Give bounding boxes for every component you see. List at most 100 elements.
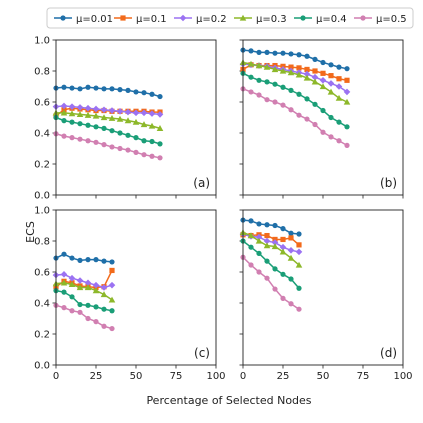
data-point bbox=[156, 125, 164, 131]
series bbox=[53, 114, 163, 147]
data-point bbox=[101, 125, 107, 131]
data-point bbox=[68, 274, 76, 282]
data-point bbox=[69, 294, 75, 300]
y-tick-label: 0.2 bbox=[34, 160, 50, 171]
data-point bbox=[280, 295, 286, 301]
data-point bbox=[320, 70, 326, 76]
data-point bbox=[101, 142, 107, 148]
data-point bbox=[280, 50, 286, 56]
data-point bbox=[328, 134, 334, 140]
data-point bbox=[343, 98, 351, 105]
panel-frame bbox=[242, 39, 404, 196]
y-tick-label: 0.4 bbox=[34, 129, 50, 140]
data-point bbox=[312, 121, 318, 128]
y-tick-label: 0.0 bbox=[34, 191, 50, 202]
data-point bbox=[336, 119, 342, 125]
data-point bbox=[101, 306, 107, 312]
data-point bbox=[84, 279, 92, 287]
data-point bbox=[133, 135, 139, 141]
legend-marker bbox=[360, 15, 366, 21]
data-point bbox=[280, 102, 286, 108]
legend-label: μ=0.1 bbox=[136, 14, 167, 25]
data-point bbox=[263, 237, 271, 245]
data-point bbox=[287, 254, 295, 261]
data-point bbox=[296, 306, 302, 312]
data-point bbox=[61, 133, 67, 139]
data-point bbox=[60, 279, 68, 286]
panel-label: (a) bbox=[193, 176, 210, 190]
data-point bbox=[343, 88, 351, 96]
data-point bbox=[141, 138, 147, 144]
data-point bbox=[328, 73, 334, 79]
data-point bbox=[312, 56, 318, 62]
x-tick-label: 25 bbox=[277, 371, 290, 382]
data-point bbox=[109, 144, 115, 150]
data-point bbox=[279, 248, 287, 255]
data-point bbox=[288, 235, 294, 241]
data-point bbox=[264, 275, 270, 281]
data-point bbox=[272, 286, 278, 292]
data-point bbox=[271, 239, 279, 246]
data-point bbox=[61, 84, 67, 90]
data-point bbox=[109, 325, 115, 332]
data-point bbox=[256, 49, 262, 56]
panel-frame bbox=[242, 209, 404, 366]
series bbox=[240, 217, 302, 237]
series bbox=[240, 238, 302, 291]
data-point bbox=[93, 139, 99, 145]
data-point bbox=[344, 66, 350, 72]
data-point bbox=[312, 101, 318, 107]
data-point bbox=[124, 117, 132, 124]
data-point bbox=[311, 78, 319, 85]
data-point bbox=[76, 284, 84, 291]
data-point bbox=[256, 77, 262, 83]
data-point bbox=[304, 96, 310, 102]
data-point bbox=[279, 67, 287, 74]
data-point bbox=[77, 121, 83, 127]
panel-label: (d) bbox=[380, 346, 397, 360]
data-point bbox=[327, 88, 335, 95]
data-point bbox=[133, 89, 139, 95]
x-tick-label: 0 bbox=[53, 371, 59, 382]
data-point bbox=[320, 107, 326, 114]
data-point bbox=[327, 80, 335, 87]
series bbox=[52, 271, 116, 291]
data-point bbox=[264, 97, 270, 103]
data-point bbox=[255, 62, 263, 69]
data-point bbox=[256, 221, 262, 227]
data-point bbox=[288, 87, 294, 93]
data-point bbox=[296, 285, 302, 291]
data-point bbox=[303, 70, 311, 78]
data-point bbox=[84, 284, 92, 291]
series bbox=[240, 86, 350, 148]
data-point bbox=[328, 62, 334, 68]
data-point bbox=[76, 104, 84, 111]
data-point bbox=[61, 305, 67, 311]
panels: 0.0 0.2 0.4 0.6 0.8 1.0 (a) (b) 0 25 50 75 100 0.0 0.2… bbox=[34, 36, 412, 383]
data-point bbox=[68, 281, 76, 288]
data-point bbox=[263, 242, 271, 249]
data-point bbox=[280, 84, 286, 90]
data-point bbox=[271, 66, 279, 73]
series bbox=[53, 288, 115, 314]
data-point bbox=[344, 142, 350, 148]
data-point bbox=[85, 302, 91, 308]
data-point bbox=[288, 230, 294, 236]
data-point bbox=[264, 258, 270, 264]
y-tick-label: 0.2 bbox=[34, 330, 50, 341]
series bbox=[53, 84, 163, 100]
data-point bbox=[295, 71, 303, 78]
data-point bbox=[288, 107, 294, 113]
data-point bbox=[77, 257, 83, 263]
data-point bbox=[149, 91, 155, 97]
data-point bbox=[296, 52, 302, 58]
data-point bbox=[109, 259, 115, 265]
data-point bbox=[93, 257, 99, 263]
data-point bbox=[117, 145, 123, 152]
data-point bbox=[288, 51, 294, 57]
data-point bbox=[117, 130, 123, 136]
data-point bbox=[287, 69, 295, 76]
data-point bbox=[141, 152, 147, 158]
data-point bbox=[85, 84, 91, 90]
data-point bbox=[248, 244, 254, 250]
